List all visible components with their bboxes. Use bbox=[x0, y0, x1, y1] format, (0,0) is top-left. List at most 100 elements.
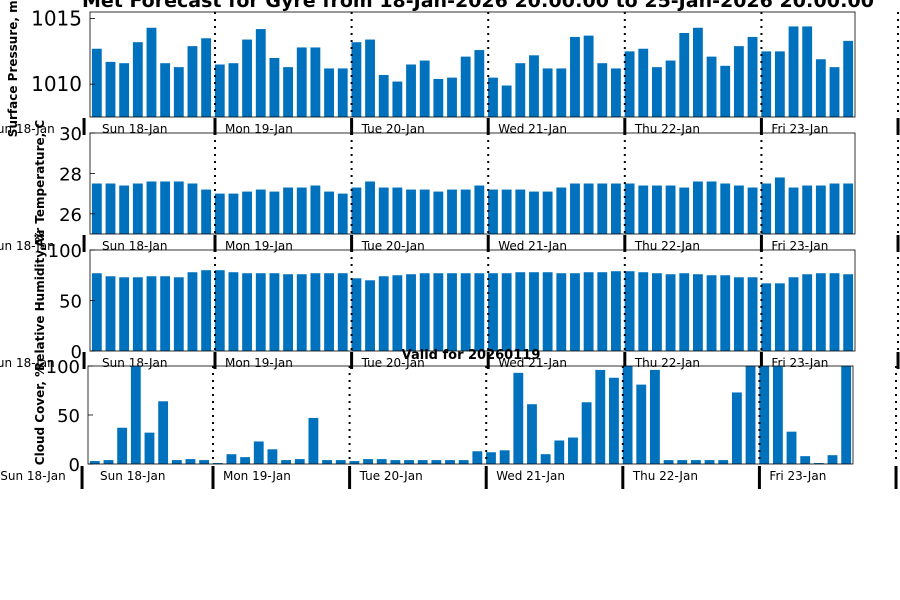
x-tick-label: Tue 20-Jan bbox=[361, 356, 425, 370]
bar bbox=[679, 33, 690, 117]
bar bbox=[255, 29, 266, 118]
x-tick-label: Sun 18-Jan bbox=[102, 239, 167, 253]
bar bbox=[595, 369, 606, 464]
bar bbox=[761, 51, 772, 118]
bar bbox=[187, 46, 198, 117]
bar bbox=[363, 459, 373, 464]
bar bbox=[731, 392, 742, 464]
bar bbox=[501, 85, 512, 117]
bar bbox=[568, 437, 578, 464]
panel-subtitle: Valid for 20260119 bbox=[402, 348, 541, 363]
bar bbox=[800, 456, 811, 464]
bar bbox=[392, 275, 403, 351]
bar bbox=[652, 67, 662, 117]
bar bbox=[296, 187, 307, 234]
y-tick-label: 0 bbox=[71, 342, 82, 363]
bar bbox=[119, 277, 130, 351]
bar bbox=[609, 377, 619, 464]
bar bbox=[404, 460, 414, 464]
x-tick-label: Tue 20-Jan bbox=[361, 122, 425, 136]
bar bbox=[761, 283, 772, 351]
bar bbox=[843, 183, 854, 234]
y-tick-label: 1010 bbox=[31, 72, 82, 96]
bar bbox=[390, 460, 401, 464]
bar bbox=[747, 187, 758, 234]
bar bbox=[474, 50, 485, 118]
bar bbox=[146, 276, 157, 351]
bar bbox=[802, 185, 813, 234]
bar bbox=[160, 181, 171, 234]
bar bbox=[556, 68, 567, 117]
bar bbox=[351, 42, 362, 117]
bar bbox=[431, 460, 442, 464]
bar bbox=[89, 461, 100, 464]
bar bbox=[690, 460, 701, 464]
bar bbox=[515, 63, 526, 117]
x-tick-label: Mon 19-Jan bbox=[223, 469, 291, 483]
bar bbox=[611, 271, 621, 351]
bar bbox=[583, 35, 594, 118]
bar bbox=[144, 432, 155, 464]
bar bbox=[310, 273, 321, 351]
bar bbox=[406, 189, 416, 234]
bar bbox=[665, 60, 676, 117]
bar bbox=[460, 273, 471, 351]
bar bbox=[228, 272, 239, 351]
bar bbox=[324, 191, 334, 234]
y-tick-label: 28 bbox=[59, 164, 82, 185]
bar bbox=[132, 42, 143, 117]
bar bbox=[540, 454, 551, 464]
bar bbox=[419, 273, 430, 351]
figure-title: Met Forecast for Gyre from 18-Jan-2026 2… bbox=[82, 0, 874, 12]
bar bbox=[253, 441, 264, 464]
x-tick-label: Mon 19-Jan bbox=[225, 239, 293, 253]
x-tick-label: Wed 21-Jan bbox=[498, 122, 567, 136]
bar bbox=[829, 67, 840, 117]
y-tick-label: 30 bbox=[59, 124, 82, 145]
bar bbox=[679, 187, 690, 234]
bar bbox=[802, 26, 813, 117]
x-tick-label: Sun 18-Jan bbox=[0, 122, 55, 136]
axes-frame bbox=[89, 132, 856, 235]
x-tick-label: Tue 20-Jan bbox=[361, 239, 425, 253]
x-tick-label: Fri 23-Jan bbox=[771, 122, 828, 136]
x-tick-label: Wed 21-Jan bbox=[496, 469, 565, 483]
bar bbox=[474, 185, 485, 234]
bar bbox=[611, 68, 621, 117]
bar bbox=[433, 191, 444, 234]
bar bbox=[337, 68, 348, 117]
bar bbox=[324, 68, 334, 117]
bar bbox=[706, 56, 717, 117]
bar bbox=[433, 273, 444, 351]
bar bbox=[650, 369, 660, 464]
bar bbox=[91, 273, 102, 351]
bar bbox=[349, 461, 360, 464]
bar bbox=[515, 272, 526, 351]
bar bbox=[351, 187, 362, 234]
bar bbox=[501, 189, 512, 234]
bar bbox=[146, 27, 157, 117]
bar bbox=[119, 63, 130, 117]
bar bbox=[624, 271, 635, 351]
bar bbox=[624, 183, 635, 234]
bar bbox=[433, 78, 444, 117]
bar bbox=[281, 460, 291, 464]
y-tick-label: 100 bbox=[48, 241, 82, 262]
bar bbox=[652, 273, 662, 351]
bar bbox=[720, 65, 731, 117]
bar bbox=[214, 270, 225, 351]
bar bbox=[392, 81, 403, 117]
bar bbox=[105, 183, 116, 234]
bar bbox=[488, 273, 498, 351]
x-tick-label: Thu 22-Jan bbox=[632, 469, 698, 483]
x-tick-label: Fri 23-Jan bbox=[771, 356, 828, 370]
y-axis-label: Surface Pressure, mb bbox=[6, 0, 20, 137]
bar bbox=[581, 402, 592, 464]
bar bbox=[214, 64, 225, 117]
bar bbox=[542, 68, 553, 117]
bar bbox=[692, 274, 703, 351]
bar bbox=[392, 187, 403, 234]
bar bbox=[761, 183, 772, 234]
